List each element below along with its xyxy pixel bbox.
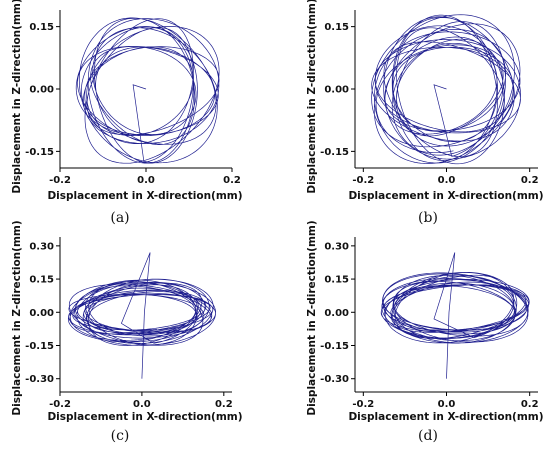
x-axis-label: Displacement in X-direction(mm)	[47, 411, 242, 423]
y-tick-label: 0.00	[324, 308, 349, 319]
orbit-trajectory-line	[75, 17, 220, 164]
y-tick-label: -0.15	[320, 341, 349, 352]
panel-label: (b)	[418, 210, 438, 226]
orbit-trajectory-line	[67, 252, 216, 379]
y-axis-label: Displacement in Z-direction(mm)	[306, 220, 318, 415]
x-tick-label: -0.2	[352, 399, 374, 410]
x-tick-label: 0.2	[215, 399, 233, 410]
x-axis-label: Displacement in X-direction(mm)	[47, 190, 242, 202]
x-tick-label: -0.2	[49, 175, 71, 186]
chart-panel: -0.2 0.0 0.2 -0.15 0.00 0.15 Displacement in X…	[306, 0, 544, 226]
orbit-trajectory-line	[380, 252, 530, 379]
x-tick-label: 0.0	[438, 175, 456, 186]
panel-label: (d)	[418, 428, 438, 444]
y-tick-label: 0.00	[29, 308, 54, 319]
x-tick-label: 0.0	[438, 399, 456, 410]
x-tick-label: 0.0	[133, 399, 151, 410]
x-axis-label: Displacement in X-direction(mm)	[348, 190, 543, 202]
y-axis-label: Displacement in Z-direction(mm)	[11, 220, 23, 415]
y-tick-label: 0.15	[324, 22, 349, 33]
chart-panel: -0.2 0.0 0.2 -0.30 -0.15 0.00 0.15 0.30 Displace…	[306, 220, 544, 444]
y-tick-label: 0.30	[29, 241, 54, 252]
x-axis-label: Displacement in X-direction(mm)	[348, 411, 543, 423]
y-tick-label: -0.15	[25, 147, 54, 158]
orbit-trajectory-line	[371, 14, 521, 165]
y-tick-label: -0.30	[25, 374, 54, 385]
y-tick-label: 0.15	[29, 22, 54, 33]
y-tick-label: -0.15	[320, 147, 349, 158]
y-tick-label: 0.00	[29, 85, 54, 96]
y-axis-label: Displacement in Z-direction(mm)	[11, 0, 23, 194]
y-tick-label: 0.00	[324, 85, 349, 96]
chart-panel: -0.2 0.0 0.2 -0.15 0.00 0.15 Displacement in X…	[11, 0, 243, 226]
y-tick-label: 0.15	[324, 275, 349, 286]
y-tick-label: 0.30	[324, 241, 349, 252]
y-tick-label: -0.30	[320, 374, 349, 385]
x-tick-label: 0.2	[521, 399, 539, 410]
panel-label: (a)	[110, 210, 129, 226]
panel-label: (c)	[111, 428, 130, 444]
y-axis-label: Displacement in Z-direction(mm)	[306, 0, 318, 194]
y-tick-label: -0.15	[25, 341, 54, 352]
x-tick-label: 0.2	[223, 175, 241, 186]
x-tick-label: 0.0	[137, 175, 155, 186]
x-tick-label: -0.2	[49, 399, 71, 410]
x-tick-label: 0.2	[521, 175, 539, 186]
y-tick-label: 0.15	[29, 275, 54, 286]
chart-panel: -0.2 0.0 0.2 -0.30 -0.15 0.00 0.15 0.30 Displace…	[11, 220, 243, 444]
x-tick-label: -0.2	[352, 175, 374, 186]
